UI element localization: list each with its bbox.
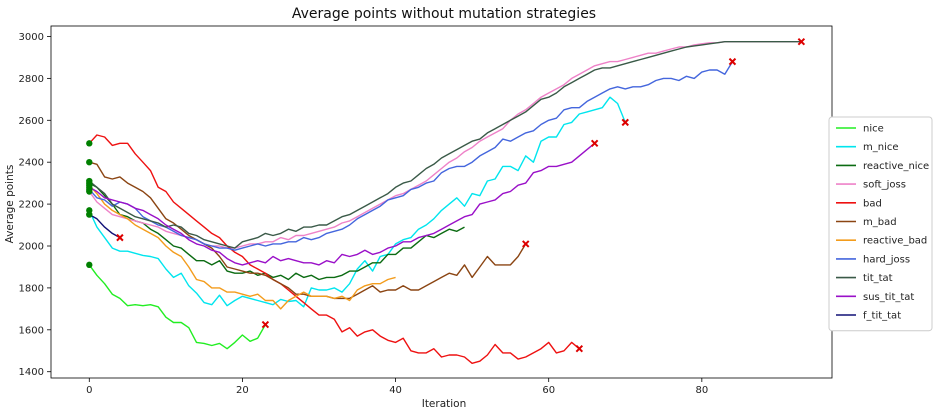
series-line-m-bad	[89, 161, 527, 300]
series-line-nice	[88, 264, 267, 350]
start-point-sus-tit-tat	[86, 184, 93, 191]
y-tick-label: 1600	[19, 325, 44, 336]
legend-item-f-tit-tat: f_tit_tat	[836, 311, 901, 322]
legend-label: bad	[863, 198, 882, 209]
start-markers	[86, 140, 93, 269]
start-point-m-bad	[86, 158, 93, 166]
legend-item-soft-joss: soft_joss	[836, 180, 906, 191]
legend-label: soft_joss	[863, 180, 906, 191]
legend-label: sus_tit_tat	[863, 292, 914, 303]
start-point-tit-tat	[86, 177, 93, 185]
x-tick-label: 80	[695, 385, 708, 396]
legend-label: reactive_bad	[863, 236, 927, 247]
x-tick-label: 20	[236, 385, 249, 396]
x-tick-label: 0	[86, 385, 92, 396]
series-layer	[88, 41, 802, 364]
end-markers	[116, 38, 806, 353]
legend-item-hard-joss: hard_joss	[836, 254, 910, 265]
plot-frame	[50, 25, 833, 379]
start-point-f-tit-tat	[86, 211, 93, 218]
end-point-m-nice	[621, 118, 629, 127]
legend-label: nice	[863, 124, 884, 135]
legend-item-nice: nice	[836, 124, 884, 135]
chart-title: Average points without mutation strategi…	[292, 6, 596, 22]
series-line-reactive-bad	[88, 184, 396, 310]
x-axis-label: Iteration	[422, 398, 467, 410]
end-point-f-tit-tat	[116, 233, 124, 242]
y-tick-label: 2400	[19, 158, 44, 169]
end-point-nice	[261, 320, 270, 329]
y-tick-label: 1800	[19, 283, 44, 294]
y-tick-label: 2000	[19, 242, 44, 253]
series-line-reactive-nice	[88, 182, 465, 281]
series-line-hard-joss	[88, 61, 734, 251]
series-line-m-nice	[88, 96, 626, 308]
y-tick-label: 1400	[19, 367, 44, 378]
end-point-bad	[575, 344, 584, 353]
x-axis: 0 20 40 60 80	[86, 378, 708, 396]
legend-item-tit-tat: tit_tat	[836, 273, 893, 284]
y-tick-label: 2800	[19, 74, 44, 85]
series-line-sus-tit-tat	[88, 142, 596, 266]
legend-label: f_tit_tat	[863, 311, 901, 322]
y-tick-label: 2600	[19, 116, 44, 127]
end-point-hard-joss	[728, 57, 737, 66]
y-axis-label: Average points	[4, 165, 16, 244]
x-tick-label: 40	[389, 385, 402, 396]
legend-item-sus-tit-tat: sus_tit_tat	[836, 292, 914, 303]
x-tick-label: 60	[542, 385, 555, 396]
start-point-nice	[86, 261, 93, 269]
legend-label: tit_tat	[863, 273, 893, 284]
end-point-sus-tit-tat	[590, 139, 599, 148]
legend-item-reactive-bad: reactive_bad	[836, 236, 927, 247]
legend-item-reactive-nice: reactive_nice	[836, 161, 929, 172]
legend-label: m_bad	[863, 217, 897, 228]
legend-item-m-bad: m_bad	[836, 217, 897, 228]
end-point-tit-tat	[797, 38, 806, 46]
legend-label: hard_joss	[863, 254, 910, 265]
series-line-bad	[88, 134, 580, 364]
legend-label: reactive_nice	[863, 161, 929, 172]
legend-label: m_nice	[863, 142, 899, 153]
legend-item-bad: bad	[836, 198, 882, 209]
y-tick-label: 2200	[19, 200, 44, 211]
start-point-bad	[86, 140, 93, 147]
end-point-m-bad	[522, 240, 530, 248]
series-line-soft-joss	[88, 41, 802, 249]
legend-item-m-nice: m_nice	[836, 142, 899, 153]
y-axis: 1400 1600 1800 2000 2200 2400 2600 2800 3000	[19, 32, 51, 378]
series-line-f-tit-tat	[88, 213, 121, 239]
y-tick-label: 3000	[19, 32, 44, 43]
series-line-tit-tat	[88, 41, 802, 249]
